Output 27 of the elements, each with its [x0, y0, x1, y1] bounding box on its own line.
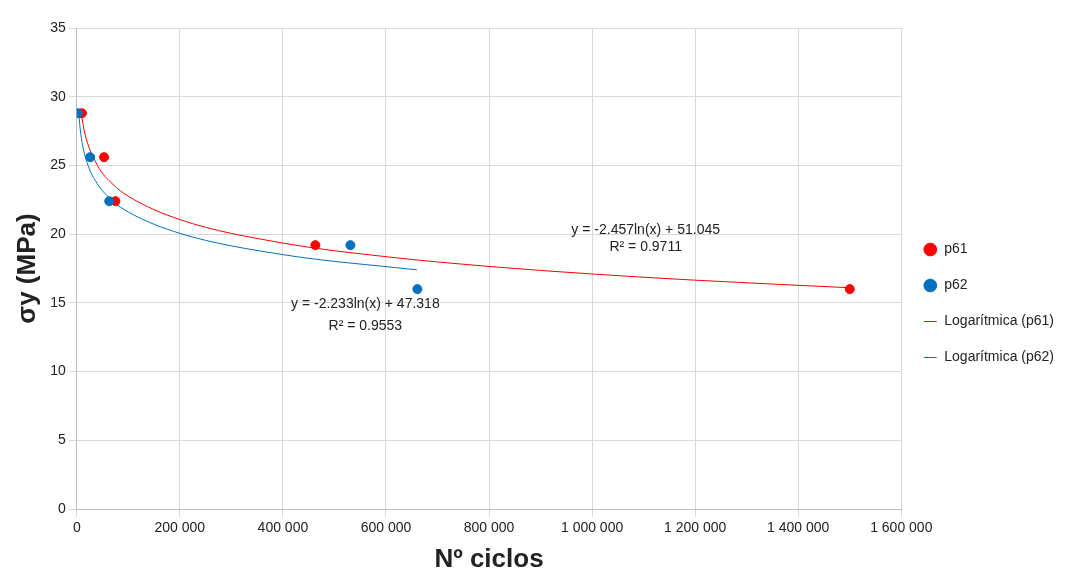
y-tick-label: 0 — [57, 499, 66, 516]
y-tick-label: 35 — [50, 18, 66, 35]
annotation: y = -2.457ln(x) + 51.045 — [571, 220, 721, 237]
annotation: R² = 0.9553 — [328, 317, 403, 334]
y-axis-title: σy (MPa) — [10, 213, 41, 324]
x-tick-label: 200 000 — [154, 519, 206, 536]
x-tick-label: 600 000 — [360, 519, 412, 536]
x-tick-label: 1 200 000 — [664, 519, 727, 536]
y-tick-label: 10 — [50, 362, 66, 379]
y-tick-label: 30 — [50, 87, 66, 104]
x-tick-label: 1 000 000 — [560, 519, 624, 536]
legend-label: p62 — [944, 276, 968, 293]
x-tick-label: 400 000 — [257, 519, 309, 536]
legend-label: p61 — [944, 240, 968, 257]
y-tick-label: 15 — [50, 293, 66, 310]
y-tick-label: 20 — [50, 225, 66, 241]
x-tick-label: 1 600 000 — [870, 519, 933, 536]
x-tick-label: 1 400 000 — [767, 519, 830, 536]
legend-label: Logarítmica (p62) — [944, 348, 1054, 365]
x-tick-label: 0 — [72, 519, 81, 536]
x-tick-label: 800 000 — [463, 519, 515, 536]
y-tick-label: 5 — [57, 431, 66, 448]
x-axis-title: Nº ciclos — [434, 542, 544, 573]
annotation: y = -2.233ln(x) + 47.318 — [291, 295, 440, 312]
annotation: R² = 0.9711 — [609, 237, 683, 254]
legend-label: Logarítmica (p61) — [944, 312, 1054, 329]
y-tick-label: 25 — [50, 156, 66, 173]
